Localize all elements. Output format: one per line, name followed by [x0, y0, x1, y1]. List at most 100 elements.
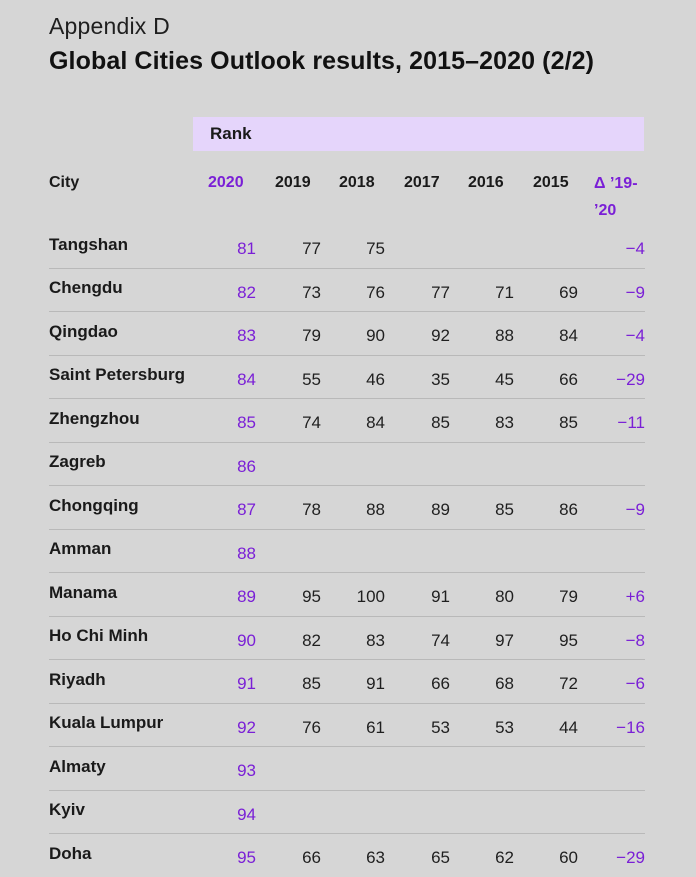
- city-name: Qingdao: [49, 311, 195, 356]
- rank-2018: 88: [321, 485, 385, 530]
- city-name: Amman: [49, 529, 195, 573]
- rank-change: −29: [616, 848, 645, 868]
- rank-2016: 53: [450, 703, 514, 747]
- rank-2019: [256, 529, 321, 573]
- table-row: Chongqing 87 78 88 89 85 86 −9: [49, 485, 645, 530]
- rank-2015: 84: [514, 311, 578, 356]
- rank-change: −4: [578, 311, 645, 356]
- rank-2017: 92: [385, 311, 450, 356]
- rank-change: [578, 529, 645, 573]
- appendix-label: Appendix D: [49, 13, 170, 39]
- rank-2018: 46: [321, 355, 385, 399]
- rank-2015: [514, 529, 578, 573]
- table-row: Chengdu 82 73 76 77 71 69 −9: [49, 268, 645, 312]
- rank-2017: 65: [431, 848, 450, 868]
- rank-2019: [256, 790, 321, 834]
- rank-2020: 95: [237, 848, 256, 868]
- column-header-2016: 2016: [468, 174, 504, 191]
- rank-2017: 91: [385, 572, 450, 617]
- rank-2019: 76: [256, 703, 321, 747]
- city-name: Chongqing: [49, 485, 195, 530]
- rank-2020: 87: [195, 485, 256, 530]
- rank-change: [578, 790, 645, 834]
- column-header-2015: 2015: [533, 174, 569, 191]
- column-header-delta-line2: ’20: [594, 202, 617, 219]
- rank-2018: 61: [321, 703, 385, 747]
- column-header-2020: 2020: [208, 174, 244, 191]
- rank-change: −29: [578, 355, 645, 399]
- rank-2020: 92: [195, 703, 256, 747]
- column-header-2018: 2018: [339, 174, 375, 191]
- rank-2020: 90: [195, 616, 256, 660]
- city-name: Doha: [49, 843, 92, 863]
- rank-2016: [450, 225, 514, 269]
- rank-2018: [321, 746, 385, 791]
- rank-2019: [256, 442, 321, 486]
- rank-2019: 74: [256, 398, 321, 443]
- rank-2016: 97: [450, 616, 514, 660]
- rank-header-label: Rank: [210, 124, 252, 143]
- rank-2020: 86: [195, 442, 256, 486]
- city-name: Zagreb: [49, 442, 195, 486]
- rank-2016: 85: [450, 485, 514, 530]
- rank-2015: 95: [514, 616, 578, 660]
- city-name: Almaty: [49, 746, 195, 791]
- city-name: Tangshan: [49, 225, 195, 269]
- rank-2017: [385, 529, 450, 573]
- rank-2019: 82: [256, 616, 321, 660]
- rank-2017: [385, 442, 450, 486]
- rank-2018: 76: [321, 268, 385, 312]
- rank-2015: 72: [514, 659, 578, 704]
- rank-2015: 44: [514, 703, 578, 747]
- rank-2017: 89: [385, 485, 450, 530]
- rank-2015: 85: [514, 398, 578, 443]
- rank-2016: [450, 746, 514, 791]
- rank-2016: 83: [450, 398, 514, 443]
- rank-2015: 79: [514, 572, 578, 617]
- rank-2015: [514, 225, 578, 269]
- rank-2016: 80: [450, 572, 514, 617]
- rank-2017: 66: [385, 659, 450, 704]
- rank-2016: 45: [450, 355, 514, 399]
- table-row: Saint Petersburg 84 55 46 35 45 66 −29: [49, 355, 645, 399]
- rank-2019: 79: [256, 311, 321, 356]
- rank-2019: 95: [256, 572, 321, 617]
- rank-2019: 77: [256, 225, 321, 269]
- city-name: Manama: [49, 572, 195, 617]
- city-name: Riyadh: [49, 659, 195, 704]
- rank-2020: 88: [195, 529, 256, 573]
- column-header-delta-line1: Δ ’19-: [594, 175, 638, 192]
- rank-2016: 71: [450, 268, 514, 312]
- rank-2019: [256, 746, 321, 791]
- rank-2018: 83: [321, 616, 385, 660]
- rank-2017: [385, 746, 450, 791]
- rank-2017: 74: [385, 616, 450, 660]
- rank-2016: [450, 442, 514, 486]
- rank-change: −9: [578, 485, 645, 530]
- column-header-2019: 2019: [275, 174, 311, 191]
- rank-2019: 55: [256, 355, 321, 399]
- rank-change: [578, 746, 645, 791]
- rank-2015: 69: [514, 268, 578, 312]
- rank-2017: [385, 790, 450, 834]
- rank-2020: 83: [195, 311, 256, 356]
- table-row: Kyiv 94: [49, 790, 645, 834]
- rank-2019: 78: [256, 485, 321, 530]
- rank-2020: 89: [195, 572, 256, 617]
- rank-change: −6: [578, 659, 645, 704]
- rank-2016: 62: [495, 848, 514, 868]
- table-row: Doha 95 66 63 65 62 60 −29: [49, 834, 645, 877]
- rank-2018: 63: [366, 848, 385, 868]
- rank-2015: [514, 442, 578, 486]
- rank-2015: 66: [514, 355, 578, 399]
- rank-change: −4: [578, 225, 645, 269]
- table-row: Ho Chi Minh 90 82 83 74 97 95 −8: [49, 616, 645, 660]
- rank-2017: 53: [385, 703, 450, 747]
- table-row: Riyadh 91 85 91 66 68 72 −6: [49, 659, 645, 704]
- rankings-table-body: Tangshan 81 77 75 −4 Chengdu 82 73 76 77 71 69 −9 Qin…: [49, 225, 645, 877]
- city-name: Kuala Lumpur: [49, 703, 195, 747]
- column-header-city: City: [49, 174, 80, 191]
- rank-2019: 85: [256, 659, 321, 704]
- rank-change: −9: [578, 268, 645, 312]
- table-row: Almaty 93: [49, 746, 645, 791]
